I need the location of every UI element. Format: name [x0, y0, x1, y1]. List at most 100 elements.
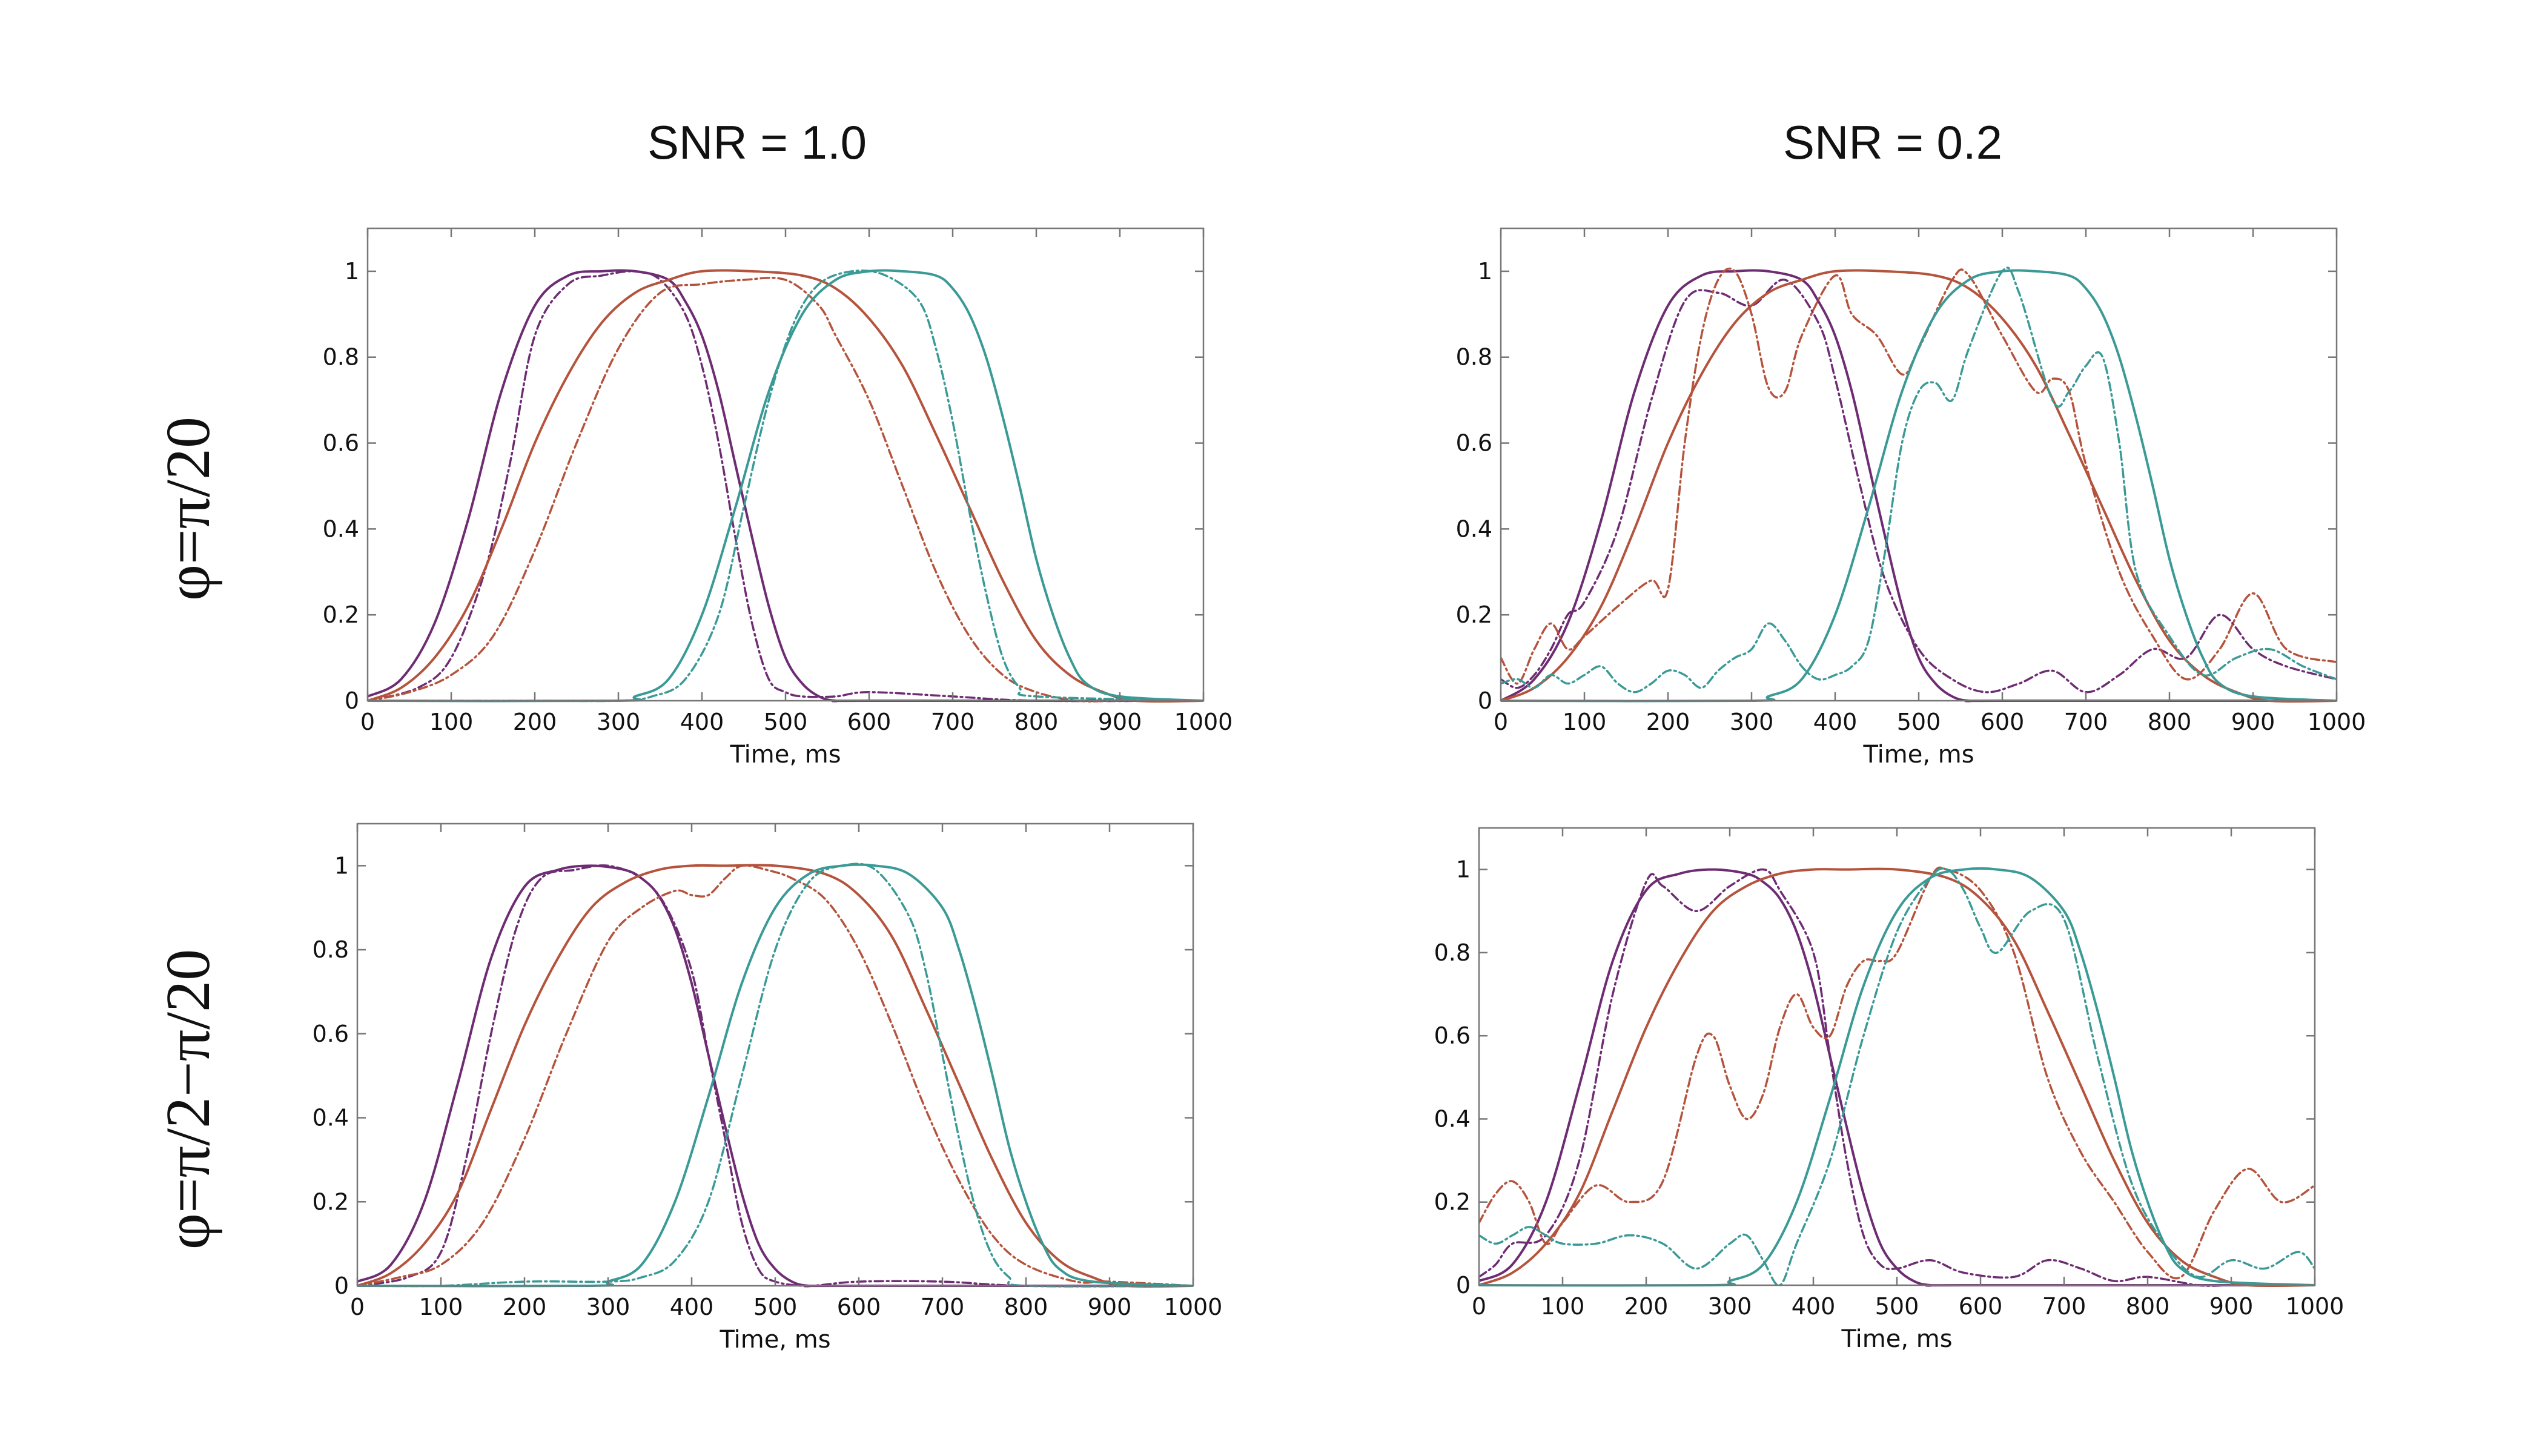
x-tick-label: 100 [1563, 709, 1607, 735]
series-line-teal-solid [368, 269, 1203, 703]
y-tick-label: 0.2 [323, 601, 359, 628]
series-line-rust-solid [357, 864, 1193, 1288]
x-tick-label: 1000 [1164, 1294, 1223, 1320]
x-tick-label: 400 [680, 709, 724, 735]
x-tick-label: 900 [2209, 1293, 2254, 1320]
x-tick-label: 800 [1004, 1294, 1048, 1320]
y-tick-label: 1 [1478, 258, 1492, 285]
x-tick-label: 800 [2148, 709, 2192, 735]
x-tick-label: 400 [1813, 709, 1858, 735]
x-tick-label: 200 [513, 709, 557, 735]
x-tick-label: 400 [670, 1294, 714, 1320]
series-line-rust-solid [1501, 269, 2337, 703]
y-tick-label: 1 [345, 258, 359, 285]
y-tick-label: 0.6 [1456, 430, 1492, 457]
x-tick-label: 800 [2126, 1293, 2170, 1320]
series-line-rust-dashdot [1479, 866, 2315, 1280]
series-line-rust-dashdot [1501, 267, 2337, 685]
x-tick-label: 0 [1472, 1293, 1486, 1320]
y-tick-label: 0.6 [313, 1021, 349, 1047]
series-line-teal-dashdot [357, 862, 1193, 1288]
series-group [1501, 266, 2337, 703]
y-tick-label: 0.2 [1434, 1189, 1471, 1216]
column-title-snr-1: SNR = 1.0 [647, 116, 867, 169]
x-tick-label: 600 [1959, 1293, 2003, 1320]
x-tick-label: 600 [837, 1294, 881, 1320]
x-tick-label: 700 [2042, 1293, 2086, 1320]
y-tick-label: 0.2 [313, 1188, 349, 1215]
panels: 0 100 200 300 400 500 600 700 800 900 100000.20.40… [313, 227, 2366, 1354]
x-tick-label: 200 [503, 1294, 547, 1320]
row-label-phi-1: φ=π/20 [153, 417, 223, 601]
y-tick-label: 0.4 [313, 1105, 349, 1131]
series-line-purple-dashdot [1501, 279, 2337, 693]
x-tick-label: 300 [586, 1294, 630, 1320]
x-tick-label: 0 [1494, 709, 1508, 735]
x-tick-label: 0 [350, 1294, 365, 1320]
y-tick-label: 0 [1456, 1272, 1471, 1299]
series-line-purple-dashdot [357, 864, 1193, 1288]
x-tick-label: 300 [597, 709, 641, 735]
series-line-teal-solid [1479, 867, 2315, 1287]
series-line-teal-dashdot [1501, 266, 2337, 693]
chart-panel-3: 0 100 200 300 400 500 600 700 800 900 1000 0 0.2 0.4 0… [313, 822, 1223, 1354]
x-tick-label: 100 [429, 709, 474, 735]
y-tick-label: 1 [1456, 856, 1471, 883]
y-tick-label: 0.6 [323, 430, 359, 457]
x-tick-label: 300 [1708, 1293, 1752, 1320]
y-tick-label: 0.4 [1434, 1105, 1471, 1132]
plot-frame [1478, 827, 2316, 1286]
series-line-teal-solid [357, 863, 1193, 1288]
y-tick-label: 0.4 [1456, 515, 1492, 542]
y-tick-label: 0.8 [1456, 344, 1492, 371]
x-axis-label: Time, ms [719, 1326, 830, 1354]
plot-frame [356, 822, 1194, 1287]
y-tick-label: 0.2 [1456, 601, 1492, 628]
y-tick-label: 0.8 [323, 344, 359, 371]
x-tick-label: 900 [1098, 709, 1142, 735]
x-axis-label: Time, ms [729, 741, 841, 769]
x-tick-label: 700 [921, 1294, 965, 1320]
column-title-snr-02: SNR = 0.2 [1783, 116, 2002, 169]
series-line-purple-solid [1479, 868, 2315, 1287]
series-line-rust-solid [368, 269, 1203, 703]
series-group [357, 862, 1193, 1288]
series-line-teal-solid [1501, 269, 2337, 703]
x-tick-label: 600 [1980, 709, 2025, 735]
x-tick-label: 100 [1541, 1293, 1585, 1320]
x-tick-label: 200 [1646, 709, 1690, 735]
x-tick-label: 1000 [2286, 1293, 2344, 1320]
x-axis-label: Time, ms [1862, 741, 1974, 769]
y-tick-label: 0.4 [323, 515, 359, 542]
x-tick-label: 400 [1792, 1293, 1836, 1320]
series-group [368, 269, 1203, 703]
x-tick-label: 700 [931, 709, 975, 735]
plot-frame [1500, 227, 2338, 702]
x-tick-label: 0 [360, 709, 375, 735]
series-line-purple-solid [1501, 269, 2337, 703]
plot-frame [366, 227, 1205, 702]
x-tick-label: 500 [1875, 1293, 1919, 1320]
series-line-purple-dashdot [1479, 868, 2315, 1287]
x-tick-label: 1000 [2308, 709, 2366, 735]
x-tick-label: 900 [1088, 1294, 1132, 1320]
y-tick-label: 0.6 [1434, 1022, 1471, 1049]
series-line-rust-dashdot [357, 864, 1193, 1287]
series-line-rust-dashdot [368, 276, 1203, 703]
x-tick-label: 200 [1624, 1293, 1669, 1320]
x-tick-label: 500 [1897, 709, 1941, 735]
series-line-teal-dashdot [1479, 867, 2315, 1286]
y-tick-label: 0 [345, 687, 359, 714]
series-group [1479, 866, 2315, 1288]
y-tick-label: 0.8 [1434, 939, 1471, 966]
series-line-purple-dashdot [368, 270, 1203, 703]
row-label-phi-2: φ=π/2−π/20 [153, 949, 223, 1249]
x-tick-label: 1000 [1174, 709, 1233, 735]
y-tick-label: 0 [1478, 687, 1492, 714]
x-tick-label: 500 [764, 709, 808, 735]
series-line-rust-solid [1479, 867, 2315, 1288]
y-tick-label: 0.8 [313, 936, 349, 963]
x-tick-label: 300 [1730, 709, 1774, 735]
chart-panel-2: 0 100 200 300 400 500 600 700 800 900 1000 0 0.2 0.4 0… [1456, 227, 2366, 769]
